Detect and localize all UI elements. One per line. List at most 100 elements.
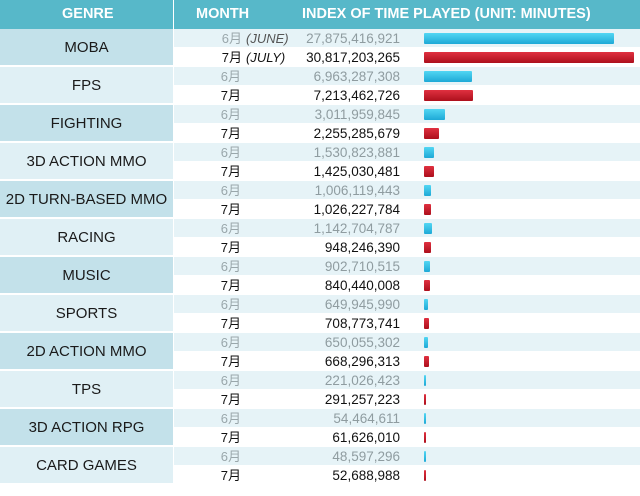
bar (424, 375, 426, 386)
bar (424, 71, 472, 82)
value-label: 221,026,423 (324, 373, 400, 388)
month-label: 6月 (220, 449, 241, 464)
genre-label: FIGHTING (0, 105, 173, 143)
value-row (174, 67, 640, 86)
month-label: 7月 (220, 202, 241, 217)
value-row (174, 371, 640, 390)
value-row (174, 238, 640, 257)
genre-label: 2D TURN-BASED MMO (0, 181, 173, 219)
value-row (174, 352, 640, 371)
header-index: INDEX OF TIME PLAYED (UNIT: MINUTES) (302, 6, 591, 22)
bar (424, 204, 431, 215)
value-row (174, 447, 640, 466)
genre-label: FPS (0, 67, 173, 105)
header-month: MONTH (196, 6, 250, 22)
bar (424, 413, 426, 424)
value-label: 650,055,302 (324, 335, 400, 350)
bar (424, 109, 445, 120)
month-label: 7月 (220, 468, 241, 483)
genre-label: 2D ACTION MMO (0, 333, 173, 371)
bar (424, 280, 430, 291)
month-label: 6月 (220, 297, 241, 312)
value-label: 1,142,704,787 (313, 221, 400, 236)
bar (424, 242, 431, 253)
bar (424, 451, 426, 462)
month-label: 7月 (220, 126, 241, 141)
value-row (174, 257, 640, 276)
genre-label: 3D ACTION RPG (0, 409, 173, 447)
bar (424, 337, 429, 348)
header-genre: GENRE (62, 6, 114, 22)
month-label: 6月 (220, 221, 241, 236)
genre-label: TPS (0, 371, 173, 409)
value-label: 948,246,390 (324, 240, 400, 255)
month-label: 6月 (220, 335, 241, 350)
value-label: 1,026,227,784 (313, 202, 400, 217)
value-label: 1,006,119,443 (314, 183, 400, 198)
value-label: 27,875,416,921 (306, 31, 400, 46)
value-label: 7,213,462,726 (313, 88, 400, 103)
month-label: 6月 (220, 411, 241, 426)
bar (424, 33, 614, 44)
value-row (174, 314, 640, 333)
value-label: 6,963,287,308 (313, 69, 400, 84)
month-label: 7月 (220, 240, 241, 255)
value-row (174, 162, 640, 181)
month-label: 7月 (220, 392, 241, 407)
month-label: 7月 (221, 50, 242, 65)
column-divider (173, 0, 174, 496)
bar (424, 223, 432, 234)
value-label: 48,597,296 (332, 449, 400, 464)
bar (424, 432, 426, 443)
value-label: 30,817,203,265 (306, 50, 400, 65)
value-row (174, 124, 640, 143)
value-label: 54,464,611 (333, 411, 400, 426)
value-row (174, 86, 640, 105)
value-label: 840,440,008 (324, 278, 400, 293)
genre-label: 3D ACTION MMO (0, 143, 173, 181)
value-row (174, 181, 640, 200)
genre-label: MUSIC (0, 257, 173, 295)
month-label: 6月 (220, 107, 241, 122)
month-note: (JUNE) (246, 31, 289, 46)
month-label: 7月 (220, 88, 241, 103)
bar (424, 185, 431, 196)
bar (424, 90, 474, 101)
bar (424, 299, 429, 310)
genre-label: SPORTS (0, 295, 173, 333)
value-row (174, 466, 640, 485)
value-label: 52,688,988 (332, 468, 400, 483)
value-row (174, 105, 640, 124)
genre-label: RACING (0, 219, 173, 257)
value-row (174, 390, 640, 409)
value-label: 708,773,741 (324, 316, 400, 331)
value-label: 291,257,223 (324, 392, 400, 407)
month-label: 6月 (220, 183, 241, 198)
value-label: 649,945,990 (324, 297, 400, 312)
month-label: 7月 (220, 430, 241, 445)
month-note: (JULY) (246, 50, 286, 65)
value-row (174, 276, 640, 295)
month-label: 6月 (220, 259, 241, 274)
month-label: 7月 (220, 316, 241, 331)
bar (424, 147, 435, 158)
bar (424, 52, 634, 63)
bar (424, 166, 434, 177)
value-label: 2,255,285,679 (313, 126, 400, 141)
value-label: 61,626,010 (332, 430, 400, 445)
bar (424, 394, 426, 405)
month-label: 6月 (220, 69, 241, 84)
value-row (174, 200, 640, 219)
value-label: 1,425,030,481 (313, 164, 400, 179)
value-row (174, 143, 640, 162)
bar (424, 261, 431, 272)
value-row (174, 428, 640, 447)
month-label: 7月 (220, 164, 241, 179)
value-label: 3,011,959,845 (314, 107, 400, 122)
genre-label: MOBA (0, 29, 173, 67)
bar (424, 356, 429, 367)
month-label: 6月 (220, 373, 241, 388)
header-genre-cell (0, 0, 173, 29)
genre-label: CARD GAMES (0, 447, 173, 485)
